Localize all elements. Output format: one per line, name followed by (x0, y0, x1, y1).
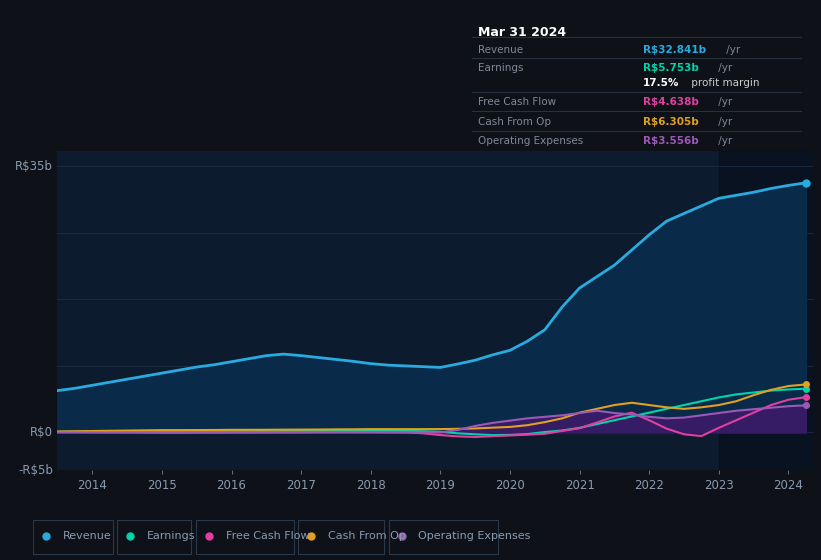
Text: Revenue: Revenue (479, 45, 524, 55)
Text: -R$5b: -R$5b (18, 464, 53, 477)
Text: R$3.556b: R$3.556b (643, 136, 699, 146)
Text: Free Cash Flow: Free Cash Flow (479, 97, 557, 108)
Text: profit margin: profit margin (688, 78, 759, 88)
Text: Cash From Op: Cash From Op (479, 116, 552, 127)
Text: R$35b: R$35b (15, 160, 53, 173)
Text: /yr: /yr (723, 45, 741, 55)
Text: R$5.753b: R$5.753b (643, 63, 699, 73)
Text: R$4.638b: R$4.638b (643, 97, 699, 108)
Text: R$0: R$0 (30, 426, 53, 439)
Text: Operating Expenses: Operating Expenses (418, 531, 530, 541)
Text: Free Cash Flow: Free Cash Flow (226, 531, 310, 541)
Text: /yr: /yr (714, 136, 732, 146)
Text: Mar 31 2024: Mar 31 2024 (479, 26, 566, 39)
Text: Earnings: Earnings (147, 531, 195, 541)
Text: R$6.305b: R$6.305b (643, 116, 699, 127)
Text: /yr: /yr (714, 63, 732, 73)
Text: 17.5%: 17.5% (643, 78, 680, 88)
Bar (719, 151, 813, 470)
Text: Earnings: Earnings (479, 63, 524, 73)
Text: /yr: /yr (714, 97, 732, 108)
Text: R$32.841b: R$32.841b (643, 45, 706, 55)
Text: Cash From Op: Cash From Op (328, 531, 406, 541)
Text: /yr: /yr (714, 116, 732, 127)
Text: Revenue: Revenue (62, 531, 111, 541)
Text: Operating Expenses: Operating Expenses (479, 136, 584, 146)
